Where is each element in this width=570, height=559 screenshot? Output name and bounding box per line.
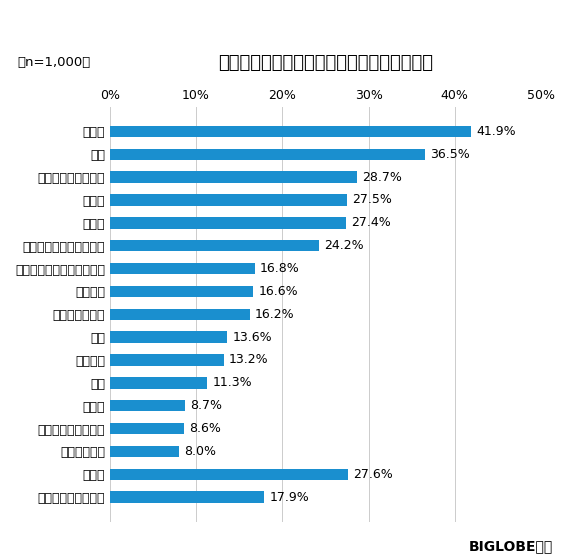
Text: 16.8%: 16.8%	[260, 262, 300, 275]
Bar	[110, 126, 471, 137]
Text: 27.4%: 27.4%	[351, 216, 391, 229]
Text: 8.0%: 8.0%	[184, 445, 216, 458]
Text: 27.5%: 27.5%	[352, 193, 392, 206]
Text: 11.3%: 11.3%	[213, 376, 252, 389]
Bar	[110, 446, 179, 457]
Bar	[110, 400, 185, 411]
Text: 27.6%: 27.6%	[353, 468, 393, 481]
Text: 28.7%: 28.7%	[363, 170, 402, 183]
Text: 13.6%: 13.6%	[233, 330, 272, 344]
Text: 24.2%: 24.2%	[324, 239, 363, 252]
Bar	[110, 194, 347, 206]
Bar	[110, 240, 319, 252]
Text: 36.5%: 36.5%	[430, 148, 470, 161]
Text: （n=1,000）: （n=1,000）	[17, 56, 91, 69]
Title: ワクチン接種後に行きたい場所（複数回答）: ワクチン接種後に行きたい場所（複数回答）	[218, 54, 433, 72]
Text: 8.6%: 8.6%	[189, 422, 221, 435]
Bar	[110, 377, 207, 389]
Bar	[110, 217, 346, 229]
Bar	[110, 263, 255, 274]
Bar	[110, 468, 348, 480]
Text: 8.7%: 8.7%	[190, 399, 222, 412]
Bar	[110, 354, 223, 366]
Bar	[110, 331, 227, 343]
Bar	[110, 149, 425, 160]
Bar	[110, 423, 184, 434]
Text: 16.6%: 16.6%	[258, 285, 298, 298]
Text: 41.9%: 41.9%	[477, 125, 516, 138]
Bar	[110, 491, 264, 503]
Text: 13.2%: 13.2%	[229, 353, 268, 367]
Text: 17.9%: 17.9%	[270, 491, 309, 504]
Bar	[110, 309, 250, 320]
Bar	[110, 172, 357, 183]
Text: 16.2%: 16.2%	[255, 308, 294, 321]
Text: BIGLOBE調べ: BIGLOBE調べ	[469, 539, 553, 553]
Bar	[110, 286, 253, 297]
